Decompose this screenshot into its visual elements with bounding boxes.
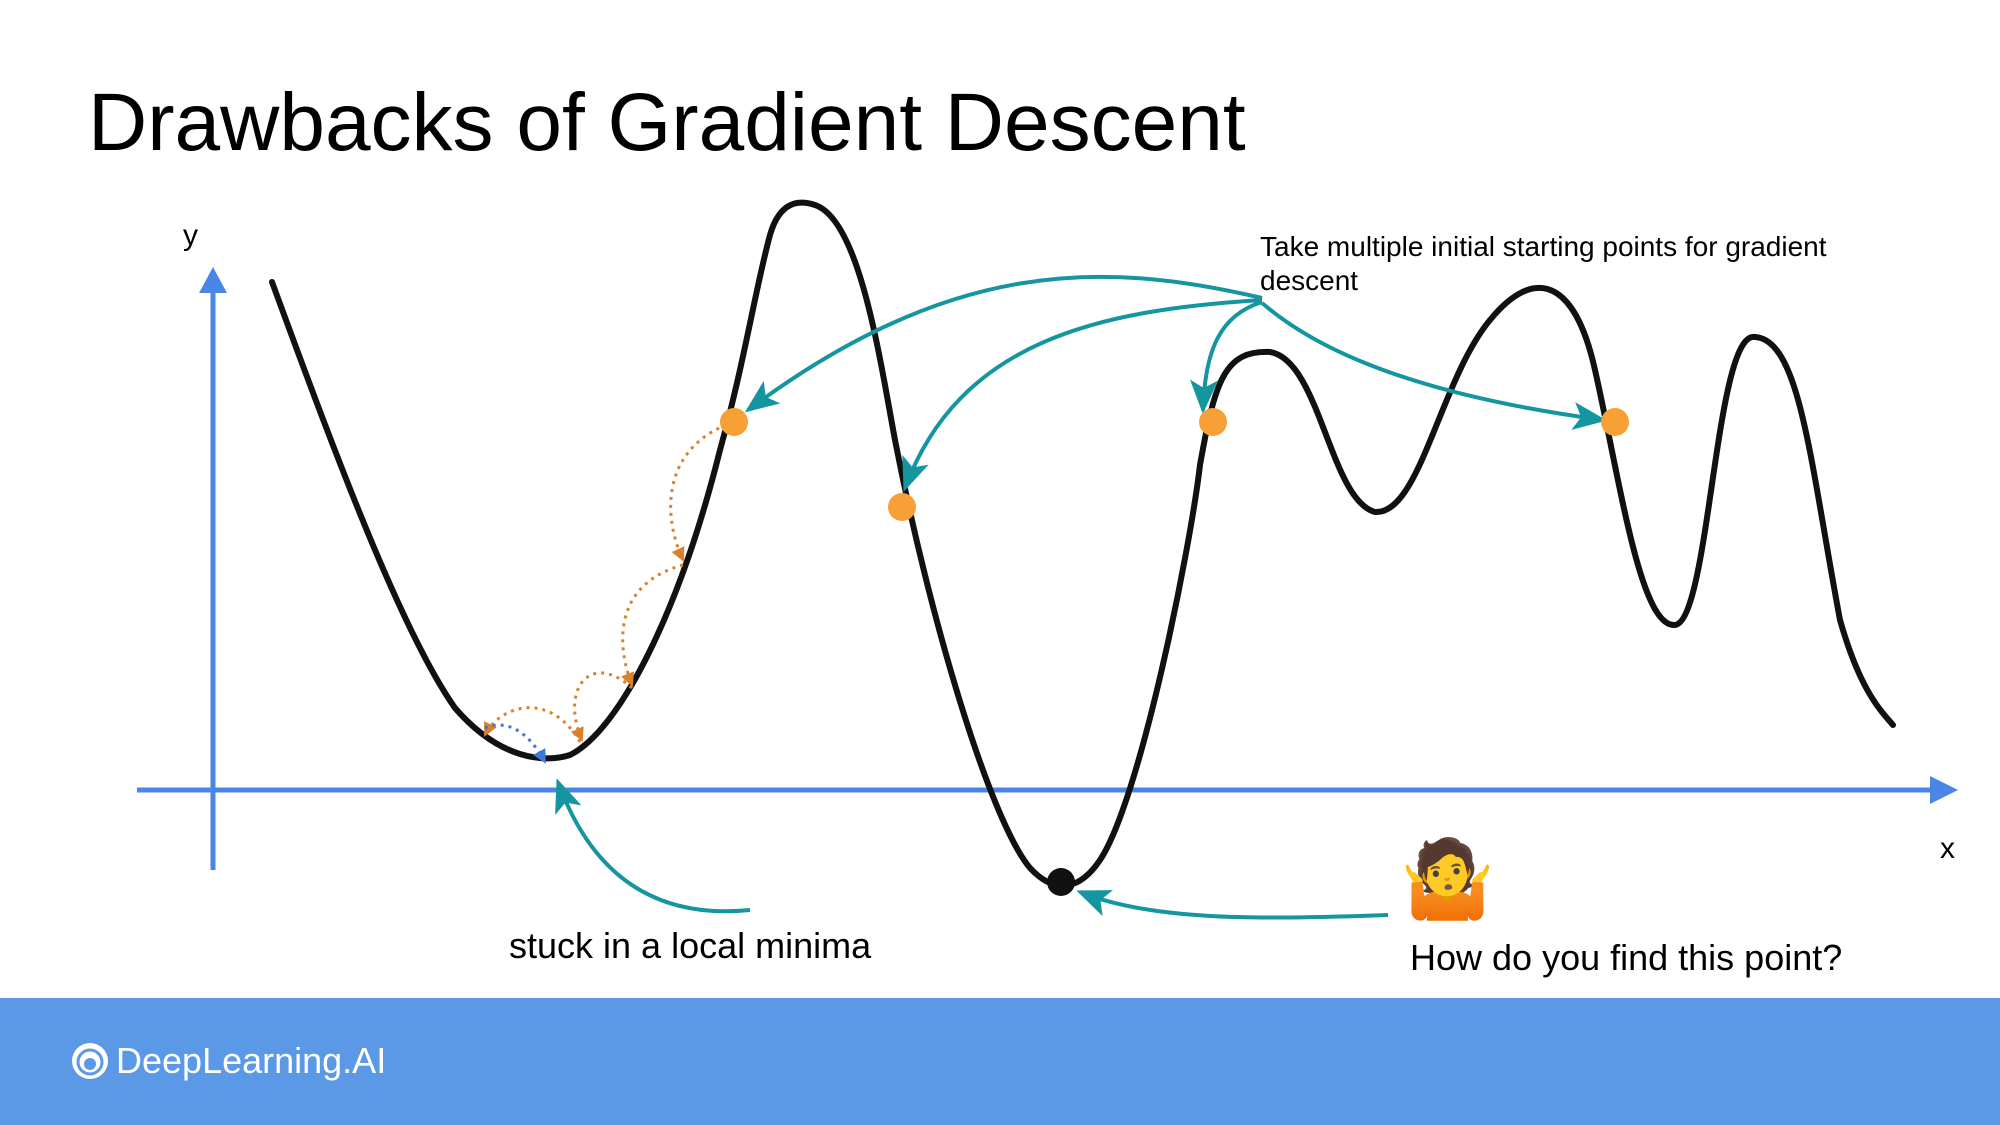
annotation-find-point: How do you find this point? <box>1410 937 1842 978</box>
arrow-to-start-3 <box>1190 300 1263 414</box>
x-axis-label: x <box>1940 832 1955 865</box>
step-arrow-2 <box>621 563 684 687</box>
arrow-to-start-1 <box>744 274 1263 413</box>
axes <box>137 267 1958 870</box>
x-axis-arrowhead <box>1930 776 1958 804</box>
loss-curve <box>269 199 1896 889</box>
annotation-local-minima: stuck in a local minima <box>509 925 872 966</box>
arrow-to-start-4 <box>1260 301 1607 430</box>
arrow-global-minimum <box>1076 890 1389 920</box>
global-minimum-point <box>1047 868 1075 896</box>
arrow-local-minima <box>555 778 751 914</box>
footer-bar: DeepLearning.AI <box>0 998 2000 1125</box>
step-arrow-3 <box>570 671 634 742</box>
annotation-starting-points-line2: descent <box>1260 265 1358 296</box>
descent-step-arrows <box>483 420 735 764</box>
start-point-4 <box>1601 408 1629 436</box>
y-axis-arrowhead <box>199 267 227 293</box>
start-point-1 <box>720 408 748 436</box>
annotation-starting-points-line1: Take multiple initial starting points fo… <box>1260 231 1827 262</box>
step-arrow-4 <box>483 706 582 743</box>
start-point-3 <box>1199 408 1227 436</box>
slide-title: Drawbacks of Gradient Descent <box>88 77 1246 168</box>
starting-point-arrows <box>555 274 1607 920</box>
gradient-descent-diagram: y x Take multiple initial starting point… <box>137 199 1958 978</box>
footer-logo-text: DeepLearning.AI <box>116 1040 387 1081</box>
deeplearning-ai-logo: DeepLearning.AI <box>70 1038 386 1084</box>
arrow-to-start-2 <box>902 298 1263 492</box>
y-axis-label: y <box>183 219 198 252</box>
deeplearning-ai-logo-icon <box>72 1043 108 1079</box>
shrug-emoji-icon: 🤷 <box>1400 833 1495 922</box>
start-point-2 <box>888 493 916 521</box>
